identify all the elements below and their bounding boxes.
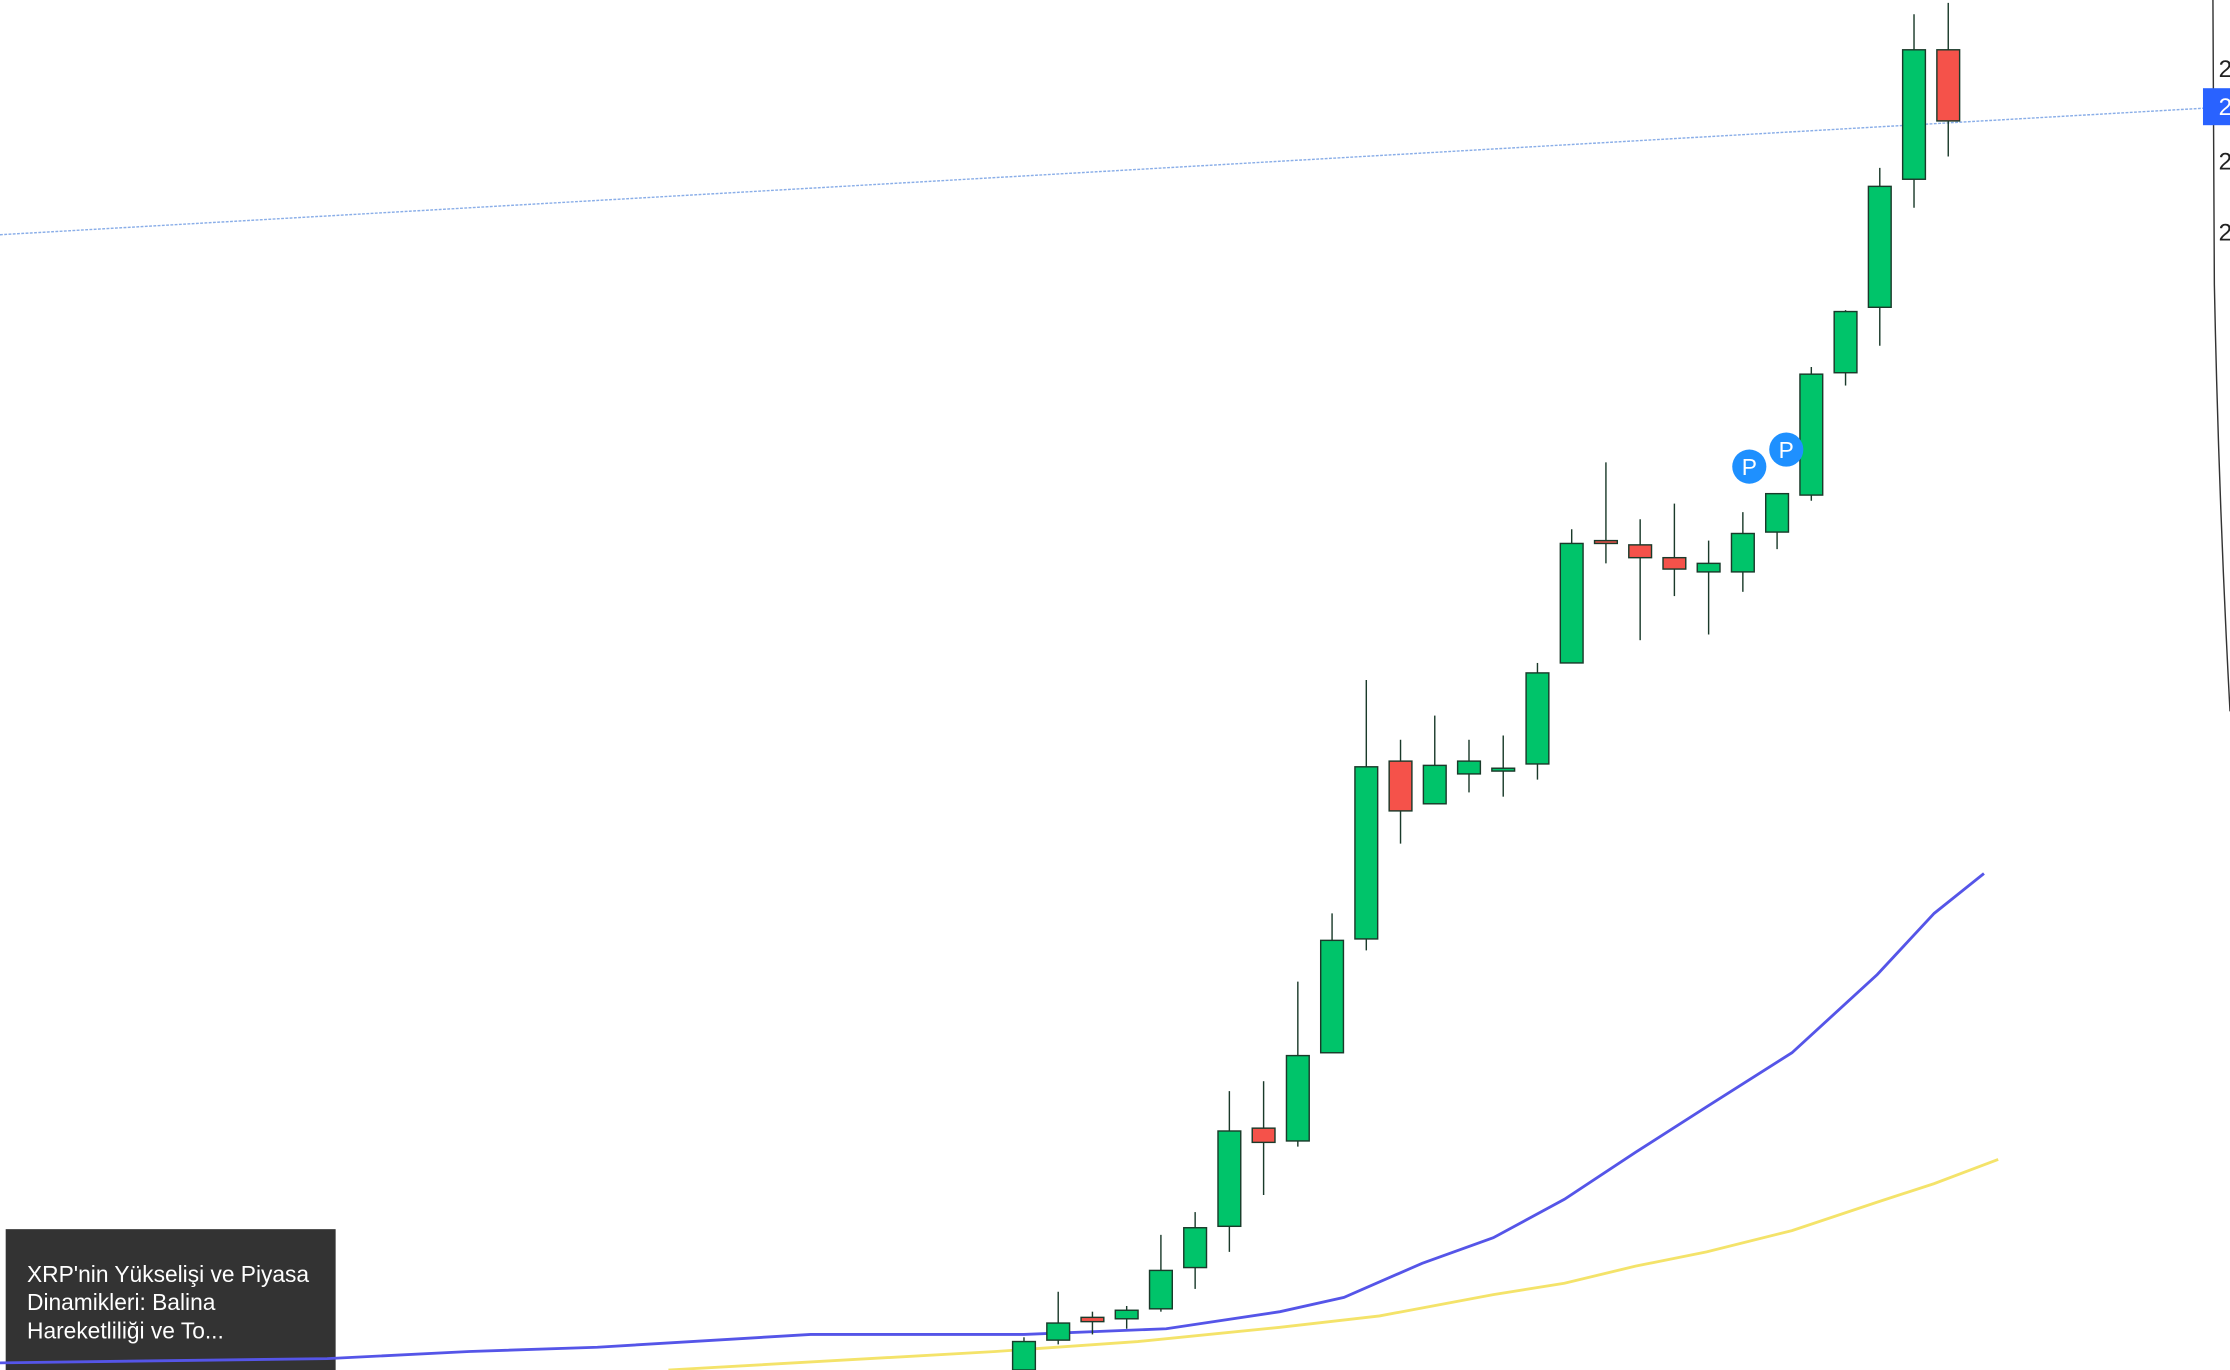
candle-body (1799, 373, 1824, 496)
ma-line (0, 872, 1985, 1365)
candle-body (1525, 672, 1550, 765)
candle-body (1217, 1130, 1242, 1228)
axis-edge (2212, 0, 2230, 712)
marker-label: P (1742, 454, 1757, 480)
candle-body (1388, 760, 1413, 812)
candle-body (1833, 310, 1858, 374)
candle-body (1696, 562, 1721, 573)
candle-body (1319, 939, 1345, 1054)
caption-box (5, 1229, 336, 1370)
candle-body (1114, 1309, 1139, 1320)
ma-line (668, 1158, 1999, 1370)
y-axis-label: 2 (2219, 219, 2230, 246)
marker-badge (1732, 449, 1767, 484)
marker-badge (1769, 432, 1804, 467)
candle-body (1491, 767, 1516, 772)
candle-body (1901, 49, 1927, 180)
candle-body (1936, 49, 1961, 122)
candle-body (1559, 542, 1584, 664)
candle-body (1251, 1127, 1276, 1144)
candle-body (1354, 766, 1379, 940)
caption-line: Hareketliliği ve To... (27, 1318, 224, 1344)
candle-body (1422, 764, 1447, 805)
candle-body (1662, 556, 1687, 570)
candle-body (1764, 492, 1790, 533)
candle-body (1080, 1316, 1105, 1323)
caption-line: XRP'nin Yükselişi ve Piyasa (27, 1261, 309, 1287)
candle-body (1730, 532, 1755, 573)
y-axis-label: 2 (2219, 56, 2230, 83)
candle-body (1011, 1340, 1037, 1370)
candle-body (1593, 539, 1619, 545)
candle-body (1183, 1227, 1208, 1269)
candle-body (1456, 760, 1482, 775)
candle-body (1285, 1054, 1310, 1142)
candle-body (1046, 1322, 1071, 1341)
candle-body (1867, 185, 1892, 309)
y-axis-label: 2 (2219, 94, 2230, 121)
candle-body (1628, 544, 1653, 559)
y-axis-label: 2 (2219, 148, 2230, 175)
price-tag (2202, 88, 2230, 126)
marker-label: P (1779, 437, 1794, 463)
candle-body (1148, 1269, 1173, 1310)
price-line (0, 105, 2230, 236)
caption-line: Dinamikleri: Balina (27, 1289, 216, 1315)
